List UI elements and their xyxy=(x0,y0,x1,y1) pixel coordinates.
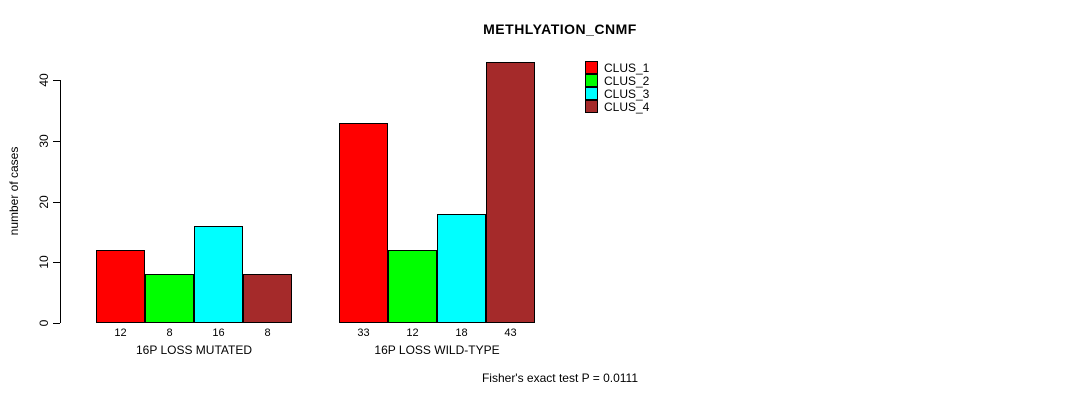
bar-clus_2-group2 xyxy=(388,250,437,323)
bar-value-label: 18 xyxy=(455,327,468,339)
y-tick-mark xyxy=(53,262,60,263)
chart-title: METHLYATION_CNMF xyxy=(483,21,637,37)
legend-label: CLUS_4 xyxy=(604,99,650,114)
legend-swatch-icon xyxy=(585,74,598,87)
bar-value-label: 8 xyxy=(166,327,173,339)
y-tick-mark xyxy=(53,323,60,324)
legend-swatch-icon xyxy=(585,61,598,74)
bar-value-label: 43 xyxy=(504,327,517,339)
annotation-text: Fisher's exact test P = 0.0111 xyxy=(481,371,639,385)
bar-clus_1-group1 xyxy=(96,250,145,323)
legend: CLUS_1 CLUS_2 CLUS_3 CLUS_4 xyxy=(585,60,650,114)
legend-label: CLUS_3 xyxy=(604,86,650,101)
y-tick-label: 10 xyxy=(37,255,51,269)
bar-value-label: 12 xyxy=(114,327,127,339)
bar-clus_1-group2 xyxy=(339,123,388,323)
y-tick-mark xyxy=(53,80,60,81)
bar-value-label: 16 xyxy=(212,327,225,339)
y-tick-label: 30 xyxy=(37,134,51,148)
bar-clus_4-group1 xyxy=(243,274,292,323)
y-axis-line xyxy=(60,80,61,323)
bar-clus_2-group1 xyxy=(145,274,194,323)
legend-swatch-icon xyxy=(585,100,598,113)
bar-clus_3-group2 xyxy=(437,214,486,323)
legend-swatch-icon xyxy=(585,87,598,100)
legend-item-clus_4: CLUS_4 xyxy=(585,99,650,114)
legend-item-clus_2: CLUS_2 xyxy=(585,73,650,88)
y-tick-label: 0 xyxy=(37,319,51,327)
y-tick-mark xyxy=(53,202,60,203)
group-label: 16P LOSS WILD-TYPE xyxy=(374,343,500,357)
legend-label: CLUS_2 xyxy=(604,73,650,88)
legend-label: CLUS_1 xyxy=(604,60,650,75)
y-tick-label: 20 xyxy=(37,195,51,209)
y-tick-label: 40 xyxy=(37,73,51,87)
y-tick-mark xyxy=(53,141,60,142)
group-label: 16P LOSS MUTATED xyxy=(135,343,253,357)
bar-clus_4-group2 xyxy=(486,62,535,323)
bar-value-label: 33 xyxy=(357,327,370,339)
bar-value-label: 8 xyxy=(264,327,271,339)
bar-clus_3-group1 xyxy=(194,226,243,323)
bar-value-label: 12 xyxy=(406,327,419,339)
legend-item-clus_1: CLUS_1 xyxy=(585,60,650,75)
legend-item-clus_3: CLUS_3 xyxy=(585,86,650,101)
y-axis-title: number of cases xyxy=(7,146,21,236)
